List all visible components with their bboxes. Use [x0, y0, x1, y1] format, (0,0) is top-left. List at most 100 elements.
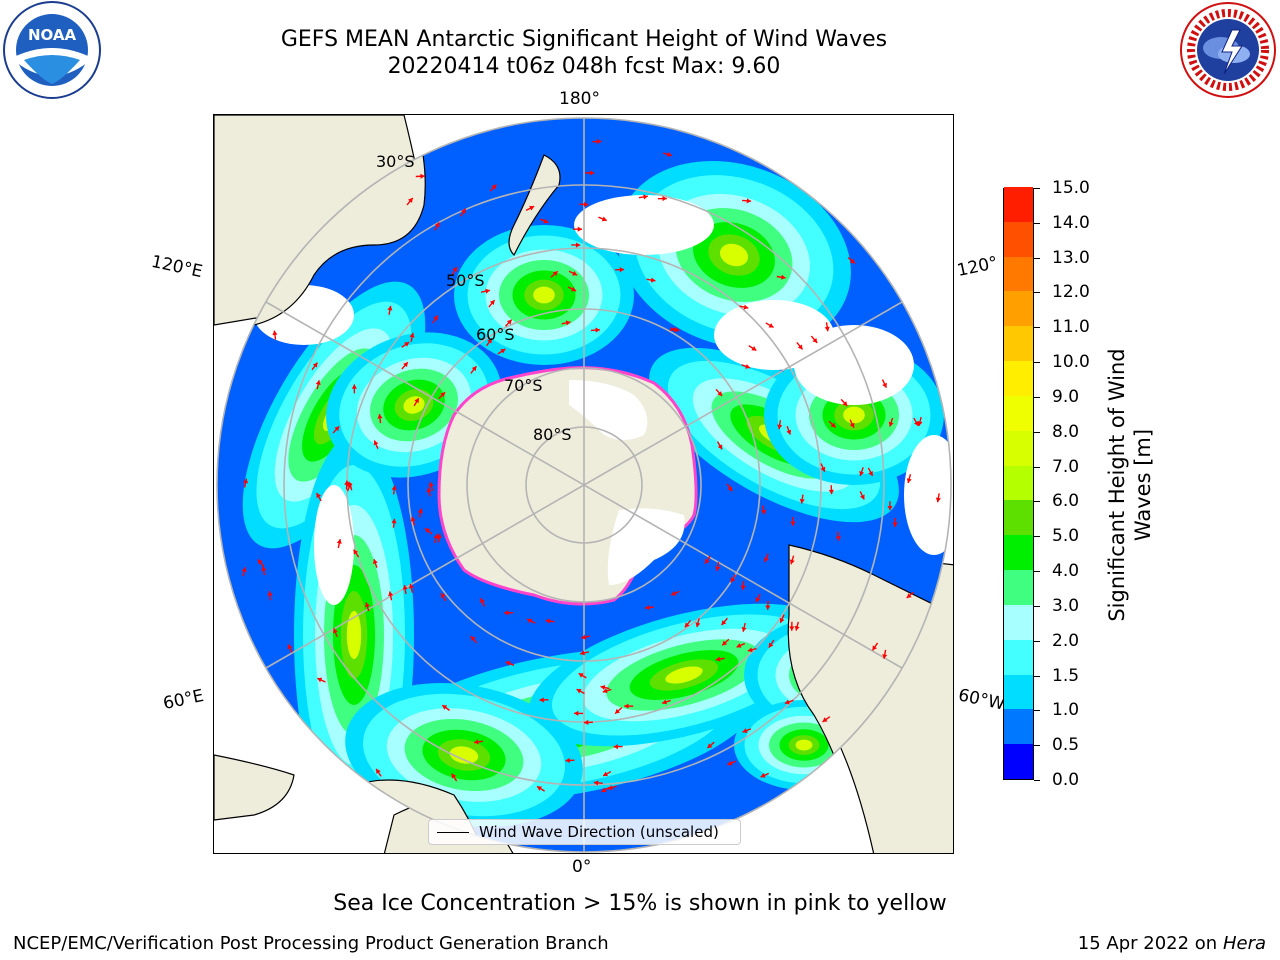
- wave-direction-arrowhead: [580, 650, 585, 656]
- wave-direction-arrowhead: [727, 760, 733, 766]
- colorbar-tick: [1034, 431, 1040, 433]
- lon-label-60e: 60°E: [161, 685, 206, 715]
- wave-direction-arrowhead: [613, 744, 618, 750]
- wave-direction-arrowhead: [887, 505, 893, 511]
- colorbar-tick: [1034, 605, 1040, 607]
- wave-direction-arrowhead: [529, 205, 535, 211]
- wave-direction-arrowhead: [747, 647, 753, 653]
- wave-direction-arrowhead: [583, 719, 589, 726]
- colorbar-tick-label: 2.0: [1052, 630, 1080, 651]
- lon-label-120w: 120°: [955, 252, 1000, 282]
- colorbar-tick-label: 10.0: [1052, 352, 1090, 373]
- wave-direction-arrowhead: [882, 654, 888, 659]
- wave-direction-arrowhead: [645, 604, 650, 611]
- wave-direction-arrowhead: [794, 625, 800, 631]
- wave-direction-arrowhead: [312, 362, 318, 368]
- wave-direction-arrowhead: [489, 300, 495, 306]
- wave-direction-arrowhead: [267, 591, 273, 596]
- wave-direction-arrowhead: [552, 271, 558, 277]
- sea-ice-note: Sea Ice Concentration > 15% is shown in …: [333, 891, 947, 916]
- wave-direction-arrowhead: [784, 699, 790, 705]
- wave-direction-arrowhead: [487, 338, 492, 344]
- colorbar-tick: [1034, 292, 1040, 294]
- legend-label: Wind Wave Direction (unscaled): [479, 823, 719, 841]
- colorbar-segment: [1004, 569, 1033, 605]
- wave-direction-arrowhead: [779, 617, 785, 623]
- colorbar-tick: [1034, 536, 1040, 538]
- colorbar-tick: [1034, 745, 1040, 747]
- colorbar-segment: [1004, 325, 1033, 362]
- wave-direction-arrowhead: [391, 518, 397, 524]
- wave-direction-arrowhead: [451, 773, 457, 779]
- wave-direction-arrowhead: [470, 636, 476, 641]
- wave-direction-arrowhead: [376, 768, 381, 774]
- wave-direction-arrowhead: [764, 557, 769, 563]
- lon-label-60w: 60°W: [956, 685, 1007, 715]
- wave-direction-arrowhead: [790, 521, 796, 526]
- wave-direction-arrowhead: [684, 622, 690, 628]
- footer-date: 15 Apr 2022 on Hera: [1078, 933, 1266, 954]
- wave-direction-arrowhead: [671, 591, 677, 596]
- wave-direction-arrowhead: [576, 689, 582, 694]
- wave-direction-arrowhead: [781, 274, 786, 280]
- wave-direction-arrowhead: [316, 493, 321, 499]
- wave-direction-arrowhead: [842, 401, 848, 406]
- colorbar-tick-label: 13.0: [1052, 247, 1090, 268]
- wave-direction-arrowhead: [433, 315, 438, 321]
- wave-direction-arrowhead: [742, 728, 748, 733]
- wave-direction-arrowhead: [820, 466, 826, 472]
- wind-wave-direction-arrows: [241, 138, 941, 793]
- wave-direction-arrowhead: [722, 640, 728, 646]
- wave-direction-arrowhead: [377, 414, 383, 419]
- wave-height-field: [217, 118, 951, 852]
- wave-direction-arrowhead: [741, 626, 747, 632]
- wave-direction-arrowhead: [892, 522, 898, 527]
- wave-direction-arrowhead: [860, 494, 865, 500]
- wave-direction-arrowhead: [859, 470, 865, 476]
- wave-direction-arrowhead: [674, 327, 680, 332]
- wave-direction-arrowhead: [426, 487, 432, 493]
- wave-direction-arrowhead: [452, 266, 457, 272]
- wave-direction-arrowhead: [334, 426, 340, 432]
- wave-direction-arrowhead: [765, 605, 771, 610]
- wave-direction-arrowhead: [917, 421, 923, 426]
- wave-direction-arrowhead: [527, 618, 533, 624]
- wave-direction-arrowhead: [404, 342, 410, 347]
- wave-direction-arrowhead: [565, 320, 571, 326]
- wave-direction-arrowhead: [410, 516, 416, 522]
- map-panel: [213, 114, 954, 854]
- wave-height-contour: [533, 286, 555, 304]
- wave-height-contour: [449, 746, 479, 764]
- wave-direction-arrowhead: [500, 348, 506, 354]
- wave-direction-arrowhead: [717, 444, 723, 450]
- wave-direction-arrowhead: [600, 684, 606, 691]
- colorbar-tick-label: 11.0: [1052, 317, 1090, 338]
- colorbar-segment: [1004, 221, 1033, 257]
- colorbar-tick-label: 0.5: [1052, 735, 1080, 756]
- colorbar-tick: [1034, 188, 1040, 189]
- colorbar-tick-label: 0.0: [1052, 770, 1080, 790]
- wave-direction-arrowhead: [425, 528, 431, 533]
- wave-direction-arrowhead: [849, 258, 855, 264]
- new-zealand-land: [508, 154, 561, 257]
- lat-label-60s: 60°S: [476, 325, 515, 344]
- wave-direction-arrowhead: [789, 559, 795, 565]
- wave-direction-arrowhead: [391, 485, 397, 491]
- wave-direction-arrowhead: [736, 643, 742, 648]
- wave-direction-arrowhead: [768, 642, 774, 648]
- legend-line-sample: [437, 832, 469, 833]
- wave-direction-arrowhead: [906, 593, 912, 599]
- wave-direction-arrowhead: [601, 787, 607, 793]
- wave-direction-arrowhead: [574, 710, 579, 716]
- wave-direction-arrowhead: [835, 536, 841, 541]
- wave-direction-arrowhead: [743, 304, 749, 310]
- wave-direction-arrowhead: [662, 699, 667, 705]
- colorbar-segment: [1004, 360, 1033, 396]
- wave-direction-arrowhead: [740, 585, 746, 590]
- wave-direction-arrowhead: [849, 422, 855, 428]
- wave-direction-arrowhead: [536, 786, 542, 791]
- nws-logo: [1178, 0, 1278, 100]
- wave-direction-arrowhead: [824, 326, 830, 332]
- colorbar-tick-label: 15.0: [1052, 178, 1090, 198]
- wave-direction-arrowhead: [828, 489, 834, 495]
